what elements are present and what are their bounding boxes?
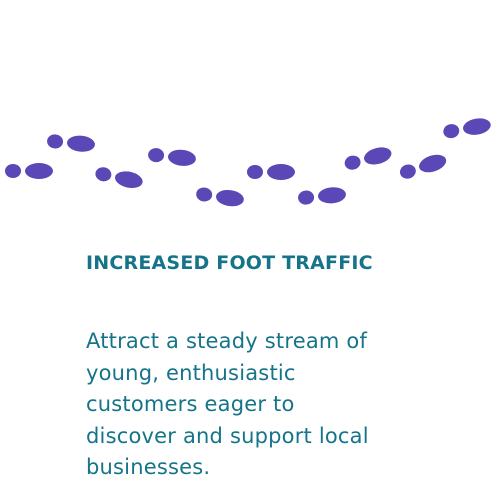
footprint-trail-icon — [5, 116, 493, 208]
description-line: businesses. — [86, 455, 211, 479]
description-line: customers eager to — [86, 392, 295, 416]
footprint — [342, 144, 394, 173]
footprint — [46, 132, 96, 153]
footprints — [5, 116, 493, 208]
description-line: young, enthusiastic — [86, 360, 296, 385]
description: Attract a steady stream of young, enthus… — [86, 326, 486, 484]
footprint — [147, 146, 197, 168]
description-line: Attract a steady stream of — [86, 329, 368, 353]
footprint — [397, 151, 449, 182]
footprint — [247, 164, 295, 180]
description-line: discover and support local — [86, 423, 369, 448]
heading: INCREASED FOOT TRAFFIC — [86, 252, 373, 274]
footprint — [93, 164, 145, 191]
footprint — [5, 163, 53, 179]
footprint — [442, 116, 493, 141]
footprint — [297, 186, 347, 207]
footprint — [195, 185, 245, 208]
